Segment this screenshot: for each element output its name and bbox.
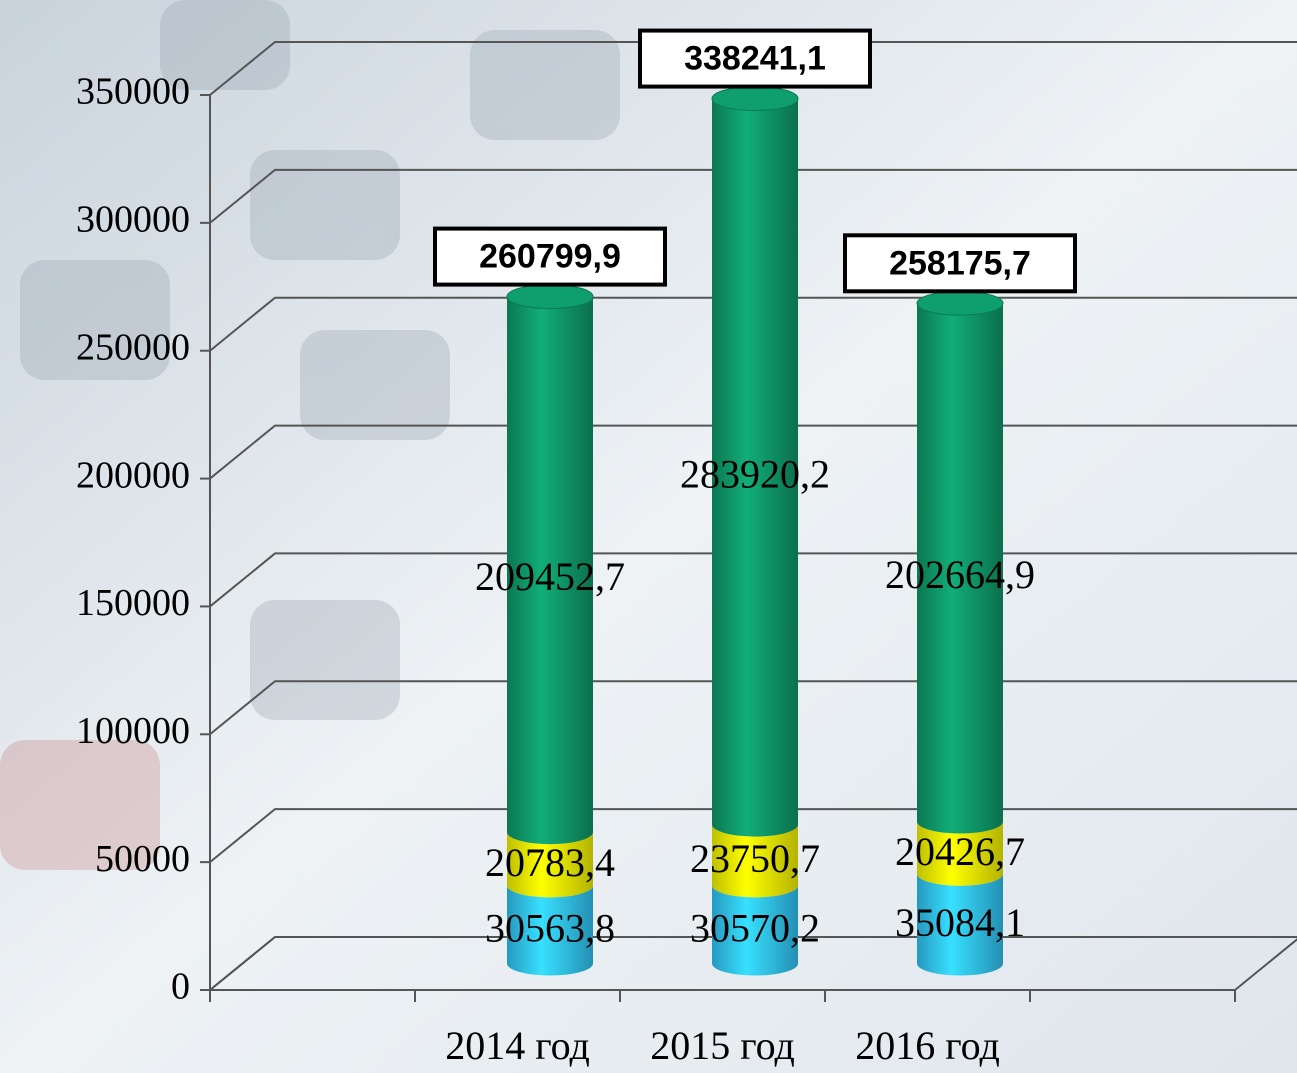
bar-segment (507, 832, 593, 898)
value-label: 30563,8 (485, 906, 615, 951)
total-label: 258175,7 (889, 244, 1031, 282)
y-tick-label: 300000 (76, 199, 190, 241)
x-tick-label: 2016 год (855, 1023, 1000, 1068)
y-tick-label: 50000 (95, 838, 190, 880)
value-label: 283920,2 (680, 451, 830, 496)
bar-segment (917, 873, 1003, 976)
total-box (843, 233, 1077, 294)
background-keys (0, 0, 620, 870)
x-tick-label: 2014 год (445, 1023, 590, 1068)
x-tick-label: 2015 год (650, 1023, 795, 1068)
bar-segment (712, 885, 798, 976)
y-tick-label: 250000 (76, 326, 190, 368)
bar-top (916, 290, 1004, 316)
value-label: 20783,4 (485, 840, 615, 885)
bar-segment (507, 296, 593, 845)
total-box (433, 226, 667, 287)
total-label: 260799,9 (479, 238, 621, 276)
y-tick-label: 150000 (76, 582, 190, 624)
total-box (638, 28, 872, 89)
grid-line (209, 168, 1297, 224)
bar-top (506, 284, 594, 310)
y-tick-label: 350000 (76, 71, 190, 113)
bar-segment (712, 824, 798, 898)
y-tick-label: 100000 (76, 710, 190, 752)
bar-segment (712, 98, 798, 837)
value-label: 30570,2 (690, 906, 820, 951)
bar-segment (917, 303, 1003, 834)
value-label: 23750,7 (690, 836, 820, 881)
y-tick-label: 200000 (76, 454, 190, 496)
bar-segment (507, 885, 593, 976)
grid-line (209, 41, 1297, 96)
value-label: 209452,7 (475, 554, 625, 599)
total-label: 338241,1 (684, 40, 826, 78)
y-tick-label: 0 (171, 966, 190, 1008)
value-label: 35084,1 (895, 900, 1025, 945)
value-label: 20426,7 (895, 829, 1025, 874)
value-label: 202664,9 (885, 552, 1035, 597)
bar-top (711, 86, 799, 112)
bar-segment (917, 821, 1003, 886)
